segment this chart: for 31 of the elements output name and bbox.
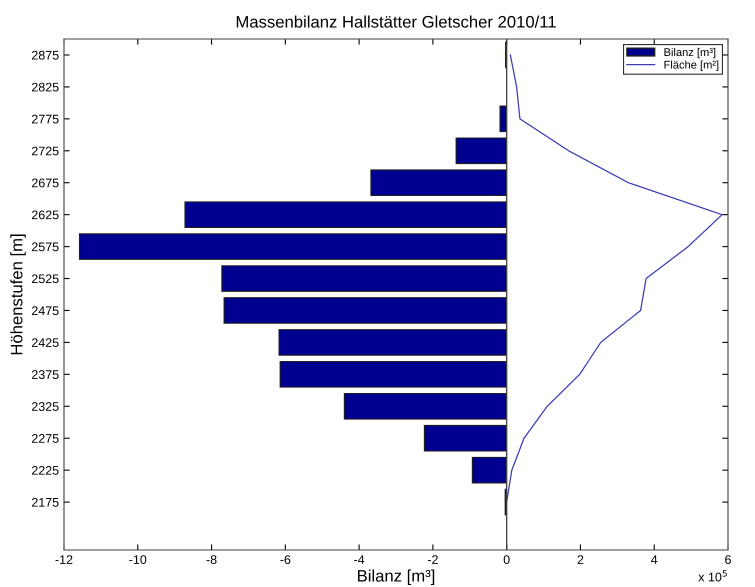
- x-tick-label: -2: [428, 555, 438, 564]
- y-tick-label: 2325: [32, 402, 59, 411]
- y-tick-label: 2225: [32, 466, 59, 475]
- y-tick-label: 2625: [32, 210, 59, 220]
- x-tick-label: -12: [56, 555, 72, 564]
- x-tick-label: 6: [725, 555, 731, 564]
- legend-label: Fläche [m²]: [664, 60, 718, 71]
- x-tick-label: -4: [354, 555, 364, 564]
- x-tick-label: 4: [651, 555, 658, 564]
- y-tick-label: 2575: [32, 242, 59, 252]
- x-axis-title: Bilanz [m³]: [358, 569, 434, 585]
- y-tick-label: 2825: [32, 82, 59, 92]
- chart-title: Massenbilanz Hallstätter Gletscher 2010/11: [236, 15, 556, 28]
- y-tick-label: 2875: [32, 50, 59, 60]
- text: x 10$^{5}$: [698, 570, 727, 582]
- x-tick-label: -10: [129, 555, 146, 564]
- y-tick-label: 2775: [32, 114, 59, 124]
- y-tick-label: 2725: [32, 146, 59, 156]
- y-tick-label: 2275: [32, 434, 59, 443]
- y-axis-title: Höhenstufen [m]: [10, 234, 26, 354]
- x-tick-label: 0: [504, 555, 510, 564]
- x-tick-label: -6: [280, 555, 290, 564]
- x-tick-label: 2: [578, 555, 584, 564]
- x-tick-label: -8: [206, 555, 217, 564]
- y-tick-label: 2375: [32, 370, 59, 379]
- y-tick-label: 2525: [32, 274, 59, 284]
- y-tick-label: 2675: [32, 178, 59, 188]
- y-tick-label: 2175: [32, 498, 59, 507]
- y-tick-label: 2425: [32, 338, 59, 348]
- y-tick-label: 2475: [32, 306, 59, 316]
- legend-label: Bilanz [m³]: [664, 48, 716, 58]
